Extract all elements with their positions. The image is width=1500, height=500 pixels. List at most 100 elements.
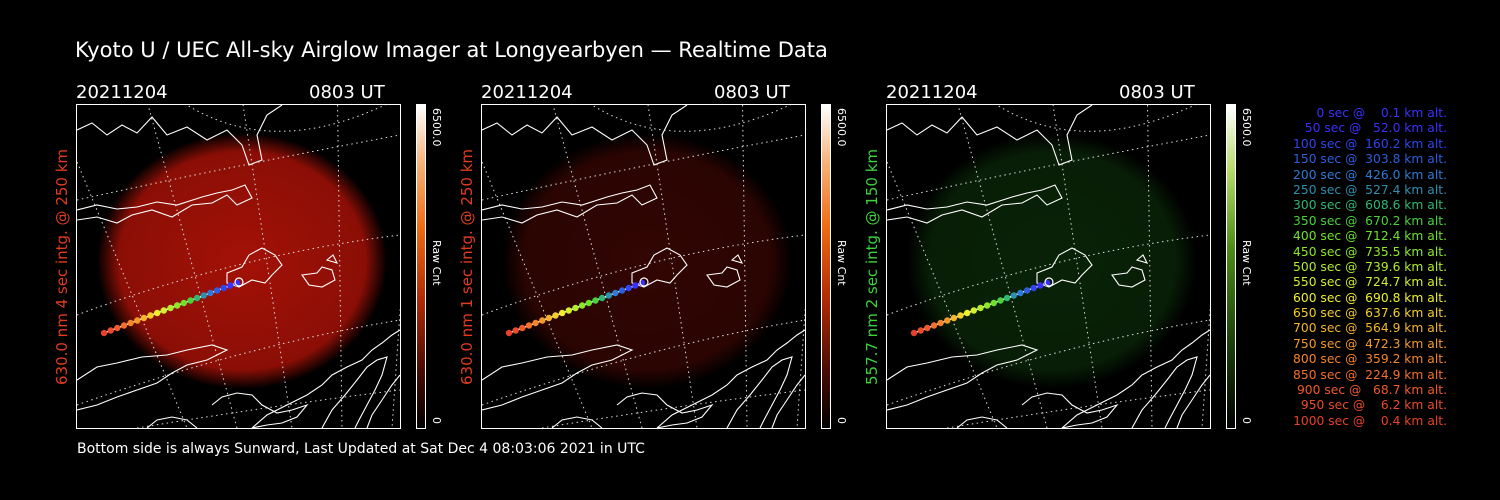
trajectory-point bbox=[120, 322, 128, 329]
legend-row: 100 sec @ 160.2 km alt. bbox=[1289, 136, 1447, 151]
all-sky-map bbox=[886, 104, 1211, 429]
footer-note: Bottom side is always Sunward, Last Upda… bbox=[77, 441, 645, 457]
trajectory-point bbox=[930, 322, 938, 329]
trajectory-point bbox=[957, 312, 964, 319]
legend-row: 550 sec @ 724.7 km alt. bbox=[1289, 275, 1447, 290]
panel-wavelength-label: 630.0 nm 4 sec intg. @ 250 km bbox=[52, 104, 72, 429]
trajectory-point bbox=[100, 329, 108, 337]
panel-time: 0803 UT bbox=[309, 82, 385, 103]
trajectory-point bbox=[114, 324, 121, 332]
trajectory-point bbox=[984, 302, 991, 309]
page-title: Kyoto U / UEC All-sky Airglow Imager at … bbox=[75, 38, 828, 62]
colorbar bbox=[821, 104, 831, 429]
panel-date: 20211204 bbox=[481, 82, 573, 103]
trajectory-point bbox=[625, 284, 632, 292]
legend-row: 0 sec @ 0.1 km alt. bbox=[1304, 106, 1447, 120]
colorbar-unit-label: Raw Cnt bbox=[1240, 240, 1253, 286]
colorbar-min-label: 0 bbox=[430, 417, 443, 424]
legend-row: 50 sec @ 52.0 km alt. bbox=[1296, 121, 1447, 136]
legend-row: 450 sec @ 735.5 km alt. bbox=[1289, 244, 1447, 259]
legend-row: 800 sec @ 359.2 km alt. bbox=[1289, 352, 1447, 367]
trajectory-point bbox=[592, 297, 599, 304]
colorbar-max-label: 6500.0 bbox=[835, 108, 848, 147]
legend-row: 850 sec @ 224.9 km alt. bbox=[1289, 367, 1447, 382]
legend-row: 500 sec @ 739.6 km alt. bbox=[1289, 259, 1447, 274]
colorbar-max-label: 6500.0 bbox=[430, 108, 443, 147]
trajectory-point bbox=[134, 317, 141, 324]
panel-wavelength-text: 630.0 nm 4 sec intg. @ 250 km bbox=[53, 148, 71, 385]
colorbar bbox=[1226, 104, 1236, 429]
trajectory-point bbox=[207, 289, 214, 297]
trajectory-point bbox=[572, 304, 579, 312]
trajectory-point bbox=[174, 302, 181, 309]
trajectory-point bbox=[585, 299, 592, 307]
trajectory-point bbox=[154, 309, 161, 317]
trajectory-point bbox=[612, 289, 619, 297]
trajectory-point bbox=[964, 309, 971, 317]
airglow-image bbox=[502, 133, 792, 389]
legend-row: 1000 sec @ 0.4 km alt. bbox=[1293, 413, 1447, 428]
trajectory-point bbox=[977, 304, 984, 312]
trajectory-point bbox=[200, 292, 207, 299]
panel-wavelength-label: 557.7 nm 2 sec intg. @ 150 km bbox=[862, 104, 882, 429]
panel-wavelength-label: 630.0 nm 1 sec intg. @ 250 km bbox=[457, 104, 477, 429]
panel-date: 20211204 bbox=[886, 82, 978, 103]
panel-time: 0803 UT bbox=[1119, 82, 1195, 103]
trajectory-point bbox=[539, 317, 546, 324]
trajectory-point bbox=[187, 297, 194, 304]
trajectory-point bbox=[127, 319, 134, 327]
trajectory-point bbox=[1003, 294, 1011, 302]
panel-wavelength-text: 630.0 nm 1 sec intg. @ 250 km bbox=[458, 148, 476, 385]
legend-row: 750 sec @ 472.3 km alt. bbox=[1289, 336, 1447, 351]
trajectory-point bbox=[1017, 289, 1024, 297]
legend-row: 600 sec @ 690.8 km alt. bbox=[1289, 290, 1447, 305]
legend-row: 350 sec @ 670.2 km alt. bbox=[1289, 213, 1447, 228]
colorbar-min-label: 0 bbox=[835, 417, 848, 424]
trajectory-point bbox=[1010, 292, 1017, 299]
trajectory-point bbox=[944, 317, 951, 324]
trajectory-point bbox=[140, 314, 148, 322]
trajectory-point bbox=[1037, 282, 1044, 289]
trajectory-point bbox=[220, 284, 227, 292]
panel-time: 0803 UT bbox=[714, 82, 790, 103]
trajectory-point bbox=[632, 282, 639, 289]
trajectory-point bbox=[1023, 287, 1031, 294]
legend-row: 300 sec @ 608.6 km alt. bbox=[1289, 198, 1447, 213]
trajectory-point bbox=[924, 324, 931, 332]
imager-panel-630-4s: 20211204 0803 UT 630.0 nm 4 sec intg. @ 25… bbox=[53, 80, 496, 430]
panel-date: 20211204 bbox=[76, 82, 168, 103]
imager-panel-5577-2s: 20211204 0803 UT 557.7 nm 2 sec intg. @ 15… bbox=[863, 80, 1306, 430]
trajectory-point bbox=[519, 324, 526, 332]
trajectory-point bbox=[970, 307, 977, 314]
legend-row: 250 sec @ 527.4 km alt. bbox=[1289, 182, 1447, 197]
trajectory-point bbox=[1030, 284, 1037, 292]
trajectory-point bbox=[227, 282, 234, 289]
trajectory-point bbox=[598, 294, 606, 302]
legend-row: 200 sec @ 426.0 km alt. bbox=[1289, 167, 1447, 182]
trajectory-point bbox=[559, 309, 566, 317]
colorbar-unit-label: Raw Cnt bbox=[835, 240, 848, 286]
trajectory-point bbox=[512, 327, 519, 334]
trajectory-point bbox=[505, 329, 513, 337]
trajectory-point bbox=[605, 292, 612, 299]
trajectory-point bbox=[579, 302, 586, 309]
trajectory-point bbox=[180, 299, 187, 307]
all-sky-map bbox=[76, 104, 401, 429]
trajectory-point bbox=[193, 294, 201, 302]
trajectory-point bbox=[107, 327, 114, 334]
trajectory-point bbox=[990, 299, 997, 307]
trajectory-point bbox=[545, 314, 553, 322]
colorbar-unit-label: Raw Cnt bbox=[430, 240, 443, 286]
trajectory-point bbox=[937, 319, 944, 327]
trajectory-point bbox=[950, 314, 958, 322]
panel-wavelength-text: 557.7 nm 2 sec intg. @ 150 km bbox=[863, 148, 881, 385]
trajectory-point bbox=[532, 319, 539, 327]
legend-row: 950 sec @ 6.2 km alt. bbox=[1296, 398, 1447, 413]
all-sky-map bbox=[481, 104, 806, 429]
trajectory-legend: 0 sec @ 0.1 km alt. 50 sec @ 52.0 km alt… bbox=[1262, 106, 1447, 429]
trajectory-point bbox=[147, 312, 154, 319]
airglow-image bbox=[907, 133, 1197, 389]
colorbar-max-label: 6500.0 bbox=[1240, 108, 1253, 147]
trajectory-point bbox=[917, 327, 924, 334]
legend-row: 900 sec @ 68.7 km alt. bbox=[1293, 383, 1447, 398]
